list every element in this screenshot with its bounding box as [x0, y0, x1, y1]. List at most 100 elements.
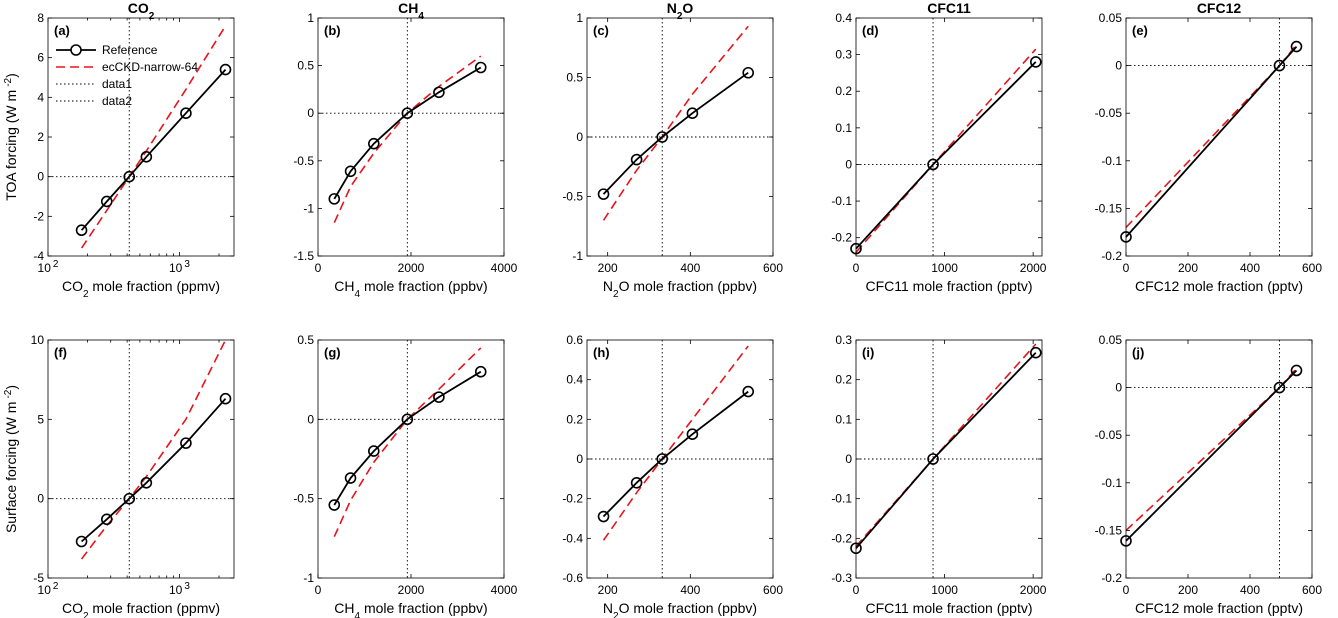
y-tick-label: -0.2: [831, 531, 852, 545]
y-tick-label: 0.2: [566, 412, 583, 426]
reference-point: [219, 63, 232, 76]
y-tick-label: 1: [307, 11, 314, 25]
reference-point: [656, 131, 669, 143]
y-tick-label: -0.05: [1095, 106, 1123, 120]
x-tick-label: 400: [1240, 261, 1260, 275]
panel-d: -0.2 -0.1 0 0.1 0.2 0.3 0.4 0 1000 2000 (d) CFC11 m…: [831, 11, 1047, 294]
ecckd-series-line: [80, 25, 227, 249]
x-tick-label: 2000: [398, 261, 425, 275]
y-tick-label: 0.1: [835, 121, 852, 135]
x-axis-label: CFC12 mole fraction (pptv): [1135, 278, 1303, 294]
y-tick-label: 0: [845, 452, 852, 466]
axes-box: [1125, 17, 1313, 257]
y-tick-label: -0.3: [831, 571, 852, 585]
y-tick-label: -1.5: [293, 249, 314, 263]
x-tick-label: 2000: [398, 583, 425, 597]
reference-series-line: [80, 68, 227, 231]
panel-label: (h): [593, 345, 610, 360]
y-tick-label: 0.1: [835, 412, 852, 426]
x-tick-label: 10 2: [38, 581, 59, 598]
y-tick-label: -4: [33, 249, 44, 263]
y-tick-label: 2: [37, 130, 44, 144]
ecckd-series-line: [1125, 44, 1298, 228]
y-tick-label: -0.5: [293, 492, 314, 506]
panel-j: -0.2 -0.15 -0.1 -0.05 0 0.05 0 200 400 600 (j) CFC1…: [1095, 333, 1323, 616]
y-tick-label: -0.1: [831, 492, 852, 506]
y-tick-label: 0.5: [297, 333, 314, 347]
reference-point: [433, 391, 445, 403]
reference-point: [75, 224, 88, 237]
reference-point: [328, 499, 341, 511]
y-tick-label: -5: [33, 571, 44, 585]
panel-label: (g): [324, 345, 341, 360]
reference-point: [686, 107, 699, 119]
x-tick-label: 200: [598, 261, 618, 275]
y-tick-label: -0.2: [1101, 571, 1122, 585]
y-tick-label: 5: [37, 412, 44, 426]
legend-label: data2: [102, 94, 132, 108]
legend-marker-reference: [70, 44, 82, 56]
y-tick-label: 4: [37, 90, 44, 104]
x-tick-label: 2000: [1020, 261, 1047, 275]
column-title: CO2: [128, 0, 155, 22]
y-tick-label: 0.5: [297, 59, 314, 73]
y-tick-label: 0: [845, 157, 852, 171]
reference-point: [1030, 346, 1042, 359]
axes-box: [1125, 339, 1313, 579]
y-tick-label: -0.2: [831, 231, 852, 245]
x-tick-label: 0: [315, 583, 322, 597]
column-title: CH4: [398, 0, 424, 22]
y-tick-label: 0.3: [835, 333, 852, 347]
y-tick-label: 8: [37, 11, 44, 25]
reference-point: [140, 151, 153, 163]
y-tick-label: -0.1: [1101, 154, 1122, 168]
y-tick-label: -0.1: [1101, 476, 1122, 490]
reference-series-line: [602, 71, 749, 195]
x-tick-label: 400: [680, 261, 700, 275]
reference-point: [597, 188, 610, 200]
reference-point: [180, 437, 192, 449]
reference-point: [123, 170, 136, 183]
ecckd-series-line: [1125, 368, 1298, 531]
x-axis-label: CFC11 mole fraction (pptv): [865, 600, 1032, 616]
panel-b: -1.5 -1 -0.5 0 0.5 1 0 2000 4000 (b) CH4 mole frac…: [293, 11, 517, 300]
y-tick-label: 0: [1115, 59, 1122, 73]
y-tick-label: 0: [37, 170, 44, 184]
panel-label: (c): [593, 23, 609, 38]
y-tick-label: -1: [303, 201, 314, 215]
y-tick-label: -1: [572, 249, 583, 263]
reference-point: [328, 193, 341, 205]
reference-point: [401, 413, 414, 426]
x-tick-label: 0: [1123, 261, 1130, 275]
legend-label: data1: [102, 77, 132, 91]
x-tick-label: 10 3: [169, 581, 190, 598]
panel-label: (e): [1132, 23, 1148, 38]
panel-label: (j): [1132, 345, 1144, 360]
x-axis-label: N2O mole fraction (ppbv): [603, 278, 757, 300]
reference-point: [1273, 59, 1286, 72]
reference-point: [1290, 364, 1303, 377]
y-tick-label: 0.2: [835, 373, 852, 387]
y-tick-label: -0.15: [1095, 523, 1123, 537]
reference-point: [927, 453, 939, 465]
panel-label: (a): [54, 23, 70, 38]
panel-label: (d): [862, 23, 879, 38]
y-tick-label: -0.5: [562, 190, 583, 204]
x-tick-label: 4000: [491, 261, 518, 275]
y-tick-label: 0.05: [1099, 11, 1123, 25]
axes-box: [855, 17, 1043, 257]
reference-point: [367, 445, 380, 457]
x-axis-label: CFC11 mole fraction (pptv): [865, 278, 1032, 294]
legend: Reference ecCKD-narrow-64 data1 data2: [56, 43, 198, 108]
x-tick-label: 600: [1302, 583, 1322, 597]
y-tick-label: -0.2: [1101, 249, 1122, 263]
reference-point: [100, 513, 113, 526]
x-tick-label: 1000: [931, 583, 958, 597]
y-tick-label: 0: [307, 106, 314, 120]
reference-point: [344, 472, 357, 484]
x-tick-label: 0: [315, 261, 322, 275]
y-tick-label: 0: [1115, 381, 1122, 395]
reference-point: [100, 195, 113, 208]
reference-point: [686, 428, 699, 441]
y-tick-label: -0.15: [1095, 201, 1123, 215]
